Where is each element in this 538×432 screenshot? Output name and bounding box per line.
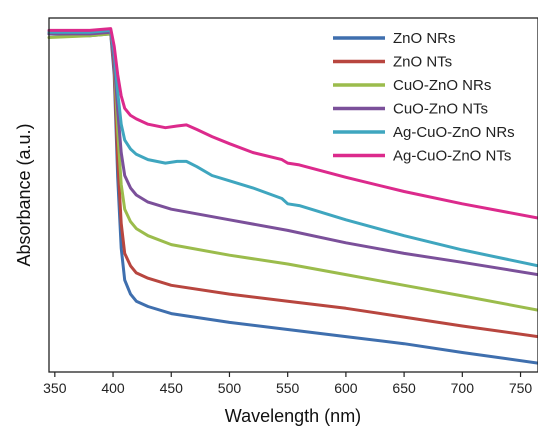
legend-item-cuo-zno-nts: CuO-ZnO NTs <box>333 101 488 118</box>
legend-label: CuO-ZnO NRs <box>393 77 491 94</box>
x-tick-label: 500 <box>218 380 242 396</box>
legend-item-ag-cuo-zno-nrs: Ag-CuO-ZnO NRs <box>333 124 515 141</box>
y-axis-title: Absorbance (a.u.) <box>14 123 34 266</box>
x-tick-label: 350 <box>43 380 67 396</box>
x-tick-label: 450 <box>160 380 184 396</box>
legend-label: ZnO NTs <box>393 54 452 71</box>
legend-label: Ag-CuO-ZnO NTs <box>393 148 511 165</box>
legend-label: Ag-CuO-ZnO NRs <box>393 124 515 141</box>
series-line-ag-cuo-zno-nrs <box>47 28 538 268</box>
x-tick-label: 600 <box>334 380 358 396</box>
series-line-ag-cuo-zno-nts <box>47 27 538 220</box>
x-tick-label: 700 <box>451 380 475 396</box>
legend-item-cuo-zno-nrs: CuO-ZnO NRs <box>333 77 491 94</box>
x-tick-label: 650 <box>392 380 416 396</box>
legend-item-ag-cuo-zno-nts: Ag-CuO-ZnO NTs <box>333 148 511 165</box>
x-tick-label: 750 <box>509 380 533 396</box>
legend-item-zno-nts: ZnO NTs <box>333 54 452 71</box>
x-tick-label: 400 <box>101 380 125 396</box>
x-axis-ticks: 350 400 450 500 550 600 650 700 750 <box>43 372 532 396</box>
plot-frame <box>48 17 538 373</box>
x-axis-title: Wavelength (nm) <box>225 406 361 426</box>
legend: ZnO NRs ZnO NTs CuO-ZnO NRs CuO-ZnO NTs Ag-C… <box>333 30 515 165</box>
legend-item-zno-nrs: ZnO NRs <box>333 30 456 47</box>
legend-label: ZnO NRs <box>393 30 456 47</box>
x-tick-label: 550 <box>276 380 300 396</box>
legend-label: CuO-ZnO NTs <box>393 101 488 118</box>
series-layer <box>47 27 538 365</box>
